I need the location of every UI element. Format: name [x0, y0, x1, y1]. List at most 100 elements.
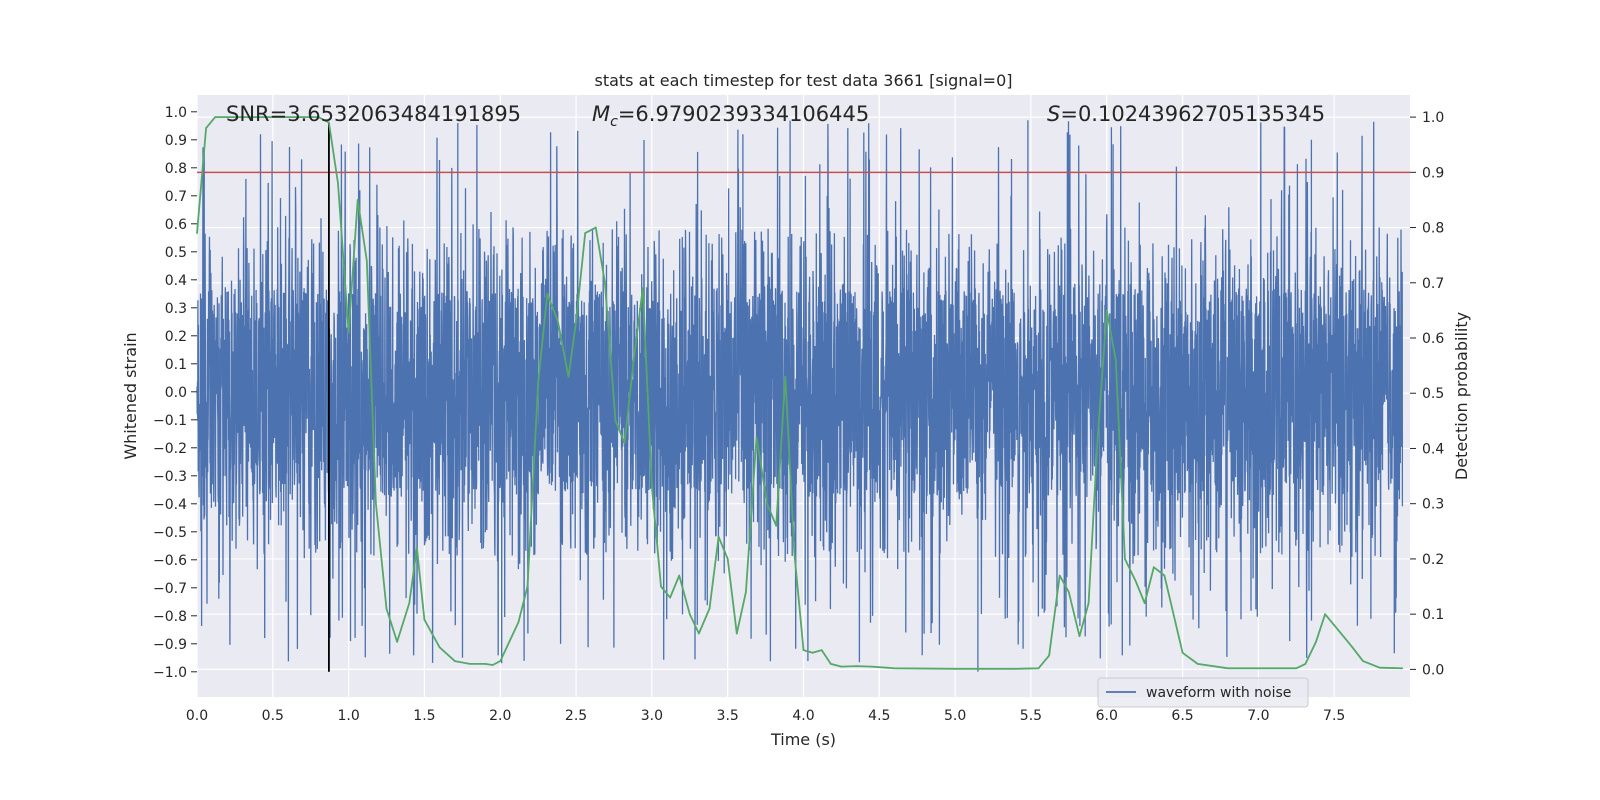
probability-point [356, 199, 359, 201]
probability-point [698, 632, 700, 635]
left-y-tick-label: 0.4 [165, 273, 187, 289]
probability-point [567, 375, 570, 378]
s-value: =0.10243962705135345 [1060, 102, 1325, 126]
probability-point [408, 602, 411, 604]
detection-probability-line [196, 116, 1403, 670]
probability-point [1172, 613, 1175, 615]
x-tick-label: 4.5 [868, 708, 890, 724]
probability-point [660, 585, 662, 588]
left-y-tick-label: 0.8 [165, 161, 187, 177]
probability-point [1134, 580, 1137, 582]
probability-point [1401, 667, 1404, 670]
probability-point [508, 641, 511, 643]
probability-point [366, 259, 368, 262]
detection-probability-series [196, 116, 1404, 670]
probability-point [1342, 635, 1345, 637]
x-tick-label: 4.0 [792, 708, 814, 724]
mc-value: =6.9790239334106445 [618, 102, 869, 126]
probability-point [1295, 667, 1298, 670]
left-y-tick-label: 0.5 [165, 245, 187, 261]
probability-point [1124, 558, 1126, 560]
probability-point [678, 574, 680, 577]
probability-point [755, 436, 758, 439]
probability-point [1304, 663, 1307, 665]
probability-point [1115, 359, 1117, 361]
probability-point [1068, 591, 1070, 593]
x-tick-label: 5.5 [1020, 708, 1042, 724]
probability-point [256, 116, 259, 118]
probability-point [954, 668, 956, 670]
probability-point [1257, 667, 1260, 670]
mc-subscript: c [610, 114, 618, 130]
x-tick-label: 3.5 [717, 708, 739, 724]
probability-point [614, 420, 617, 422]
probability-point [1163, 574, 1166, 577]
probability-point [1037, 667, 1040, 670]
left-y-tick-label: −1.0 [153, 665, 187, 681]
right-y-tick-label: 1.0 [1422, 110, 1444, 126]
probability-point [870, 665, 873, 668]
x-tick-label: 2.5 [565, 708, 587, 724]
legend: waveform with noise [1097, 677, 1309, 708]
right-y-tick-label: 0.1 [1422, 607, 1444, 623]
probability-point [214, 116, 216, 118]
probability-point [196, 232, 198, 234]
probability-point [328, 121, 330, 124]
probability-point [604, 282, 606, 284]
mc-symbol: M [592, 102, 610, 126]
right-y-tick-label: 0.7 [1422, 276, 1444, 292]
right-y-tick-label: 0.2 [1422, 552, 1444, 568]
probability-point [491, 664, 494, 666]
probability-point [775, 525, 777, 527]
x-tick-label: 1.5 [413, 708, 435, 724]
x-axis-ticks: 0.0 0.5 1.0 1.5 2.0 2.5 3.0 3.5 4.0 4.5 5.0 5.5 6.0 6… [186, 708, 1345, 724]
left-y-tick-label: −0.2 [153, 441, 187, 457]
probability-point [1078, 635, 1081, 637]
probability-point [1333, 624, 1335, 626]
right-y-tick-label: 0.3 [1422, 497, 1444, 513]
left-y-tick-label: 0.7 [165, 189, 187, 205]
x-tick-label: 2.0 [489, 708, 511, 724]
probability-point [1196, 663, 1199, 665]
chart-title: stats at each timestep for test data 366… [594, 71, 1012, 90]
snr-annotation: SNR=3.6532063484191895 [226, 102, 521, 126]
probability-point [416, 547, 418, 549]
left-y-tick-label: −0.4 [153, 497, 187, 513]
x-tick-label: 5.0 [944, 708, 966, 724]
probability-point [272, 116, 274, 118]
left-y-tick-label: 0.9 [165, 133, 187, 149]
probability-point [575, 320, 577, 323]
x-axis-label: Time (s) [770, 730, 836, 749]
probability-point [642, 287, 644, 290]
probability-point [226, 116, 229, 118]
probability-point [205, 127, 207, 129]
right-y-tick-label: 0.8 [1422, 221, 1444, 237]
probability-point [385, 607, 388, 610]
left-y-tick-label: 0.0 [165, 385, 187, 401]
probability-point [1143, 602, 1146, 604]
probability-point [745, 591, 747, 593]
probability-point [726, 558, 729, 560]
probability-point [651, 486, 653, 488]
right-y-axis-label: Detection probability [1452, 312, 1471, 480]
probability-point [689, 613, 691, 615]
probability-point [802, 649, 805, 651]
probability-point [454, 660, 456, 662]
probability-point [375, 502, 377, 505]
probability-point [484, 663, 486, 665]
x-tick-label: 7.0 [1247, 708, 1269, 724]
right-y-axis-ticks: 0.0 0.1 0.2 0.3 0.4 0.5 0.6 0.7 0.8 0.9 1.0 [1410, 110, 1444, 678]
x-tick-label: 6.0 [1096, 708, 1118, 724]
probability-point [1351, 646, 1354, 649]
probability-point [1227, 667, 1229, 670]
probability-point [557, 320, 559, 323]
probability-point [517, 621, 520, 624]
probability-point [526, 585, 529, 588]
probability-point [1096, 436, 1099, 439]
probability-point [708, 607, 711, 610]
probability-point [423, 618, 426, 621]
s-annotation: S=0.10243962705135345 [1047, 102, 1325, 126]
left-y-tick-label: −0.1 [153, 413, 187, 429]
probability-point [840, 665, 843, 668]
